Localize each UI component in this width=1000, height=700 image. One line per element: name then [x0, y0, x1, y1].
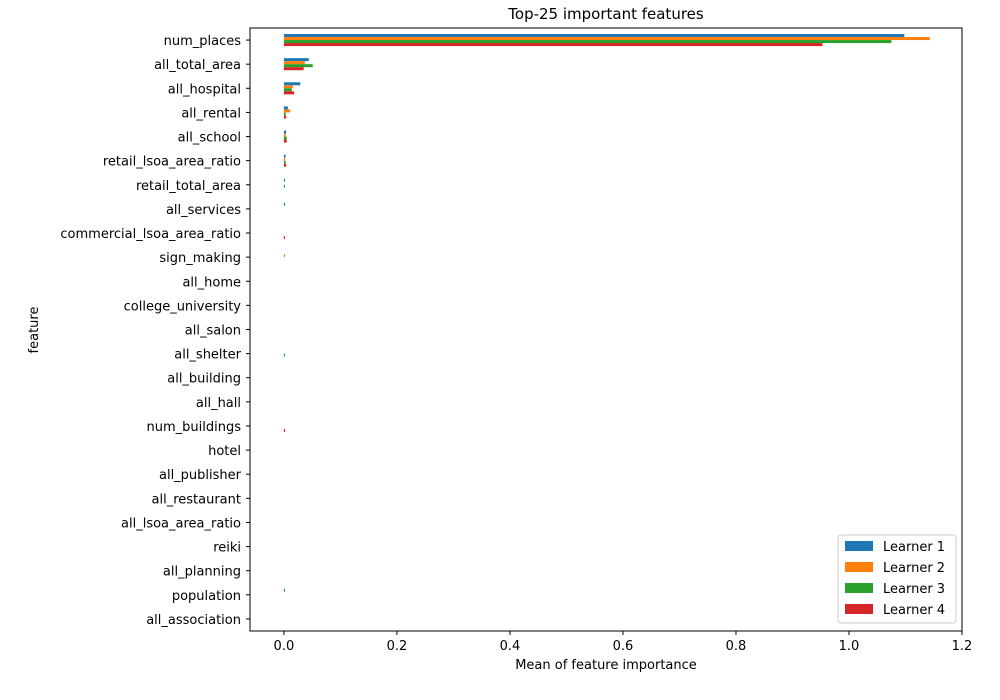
bar-all-shelter-learner-3 — [283, 353, 286, 357]
y-tick-label: commercial_lsoa_area_ratio — [60, 227, 241, 242]
y-tick-label: reiki — [213, 541, 241, 556]
bar-num-buildings-learner-4 — [283, 428, 286, 433]
x-axis: 0.0 0.2 0.4 0.6 0.8 1.0 1.2 — [274, 631, 973, 654]
bar-all-hospital-learner-3 — [283, 88, 292, 92]
bar-all-total-area-learner-2 — [283, 61, 305, 65]
bar-num-places-learner-1 — [283, 34, 905, 38]
y-tick-label: all_planning — [163, 565, 241, 580]
x-axis-label: Mean of feature importance — [515, 658, 697, 673]
bar-all-total-area-learner-3 — [283, 64, 313, 68]
legend-label-learner-4: Learner 4 — [883, 603, 945, 618]
bar-retail-lsoa-area-ratio-learner-3 — [283, 160, 286, 164]
y-tick-label: sign_making — [159, 251, 241, 266]
y-tick-label: retail_lsoa_area_ratio — [103, 155, 241, 170]
y-tick-label: all_home — [182, 275, 241, 290]
bar-all-school-learner-3 — [283, 136, 287, 140]
legend-swatch-learner-1 — [845, 541, 873, 551]
bar-all-hospital-learner-2 — [283, 85, 293, 89]
bar-num-places-learner-3 — [283, 40, 892, 44]
legend-label-learner-3: Learner 3 — [883, 582, 945, 597]
legend-label-learner-1: Learner 1 — [883, 540, 945, 555]
bar-population-learner-1 — [283, 588, 286, 592]
x-tick-label: 0.8 — [726, 639, 747, 654]
x-tick-label: 1.2 — [952, 639, 973, 654]
y-tick-label: population — [172, 589, 241, 604]
bar-all-school-learner-1 — [283, 130, 287, 134]
legend-swatch-learner-3 — [845, 583, 873, 593]
y-tick-label: all_hall — [196, 396, 241, 411]
y-tick-label: college_university — [124, 299, 242, 314]
bar-all-rental-learner-2 — [283, 109, 291, 113]
legend: Learner 1 Learner 2 Learner 3 Learner 4 — [837, 534, 957, 624]
y-tick-label: all_association — [146, 613, 241, 628]
bar-all-hospital-learner-1 — [283, 82, 301, 86]
legend-swatch-learner-2 — [845, 562, 873, 572]
y-tick-label: all_restaurant — [152, 492, 241, 507]
y-tick-label: all_total_area — [154, 58, 241, 73]
bar-sign-making-learner-2 — [283, 254, 286, 258]
y-tick-label: num_buildings — [147, 420, 242, 435]
y-tick-label: all_building — [167, 372, 241, 387]
y-tick-label: all_services — [166, 203, 241, 218]
bar-all-total-area-learner-4 — [283, 67, 304, 71]
y-tick-label: all_shelter — [174, 348, 241, 363]
bar-all-services-learner-1 — [283, 202, 286, 206]
legend-swatch-learner-4 — [845, 604, 873, 614]
bar-all-school-learner-4 — [283, 139, 287, 143]
x-tick-label: 0.2 — [387, 639, 408, 654]
y-tick-label: all_publisher — [159, 468, 242, 483]
bar-num-places-learner-2 — [283, 37, 930, 41]
bar-all-rental-learner-4 — [283, 115, 287, 119]
y-axis: num_places all_total_area all_hospital all_… — [60, 34, 250, 628]
x-tick-label: 0.0 — [274, 639, 295, 654]
y-tick-label: all_lsoa_area_ratio — [121, 516, 241, 531]
y-axis-label: feature — [27, 307, 42, 354]
x-tick-label: 1.0 — [839, 639, 860, 654]
plot-area — [283, 34, 930, 592]
y-tick-label: all_rental — [181, 106, 241, 121]
bar-all-rental-learner-3 — [283, 112, 286, 116]
y-tick-label: all_school — [178, 131, 241, 146]
bar-num-places-learner-4 — [283, 43, 823, 47]
y-tick-label: all_salon — [185, 324, 241, 339]
bar-retail-lsoa-area-ratio-learner-4 — [283, 163, 287, 167]
x-tick-label: 0.6 — [613, 639, 634, 654]
bar-all-total-area-learner-1 — [283, 58, 309, 62]
bar-commercial-lsoa-area-ratio-learner-4 — [283, 236, 286, 240]
x-tick-label: 0.4 — [500, 639, 521, 654]
bar-retail-total-area-learner-3 — [283, 184, 286, 188]
bar-all-school-learner-2 — [283, 133, 286, 137]
bar-retail-lsoa-area-ratio-learner-1 — [283, 154, 286, 158]
y-tick-label: all_hospital — [168, 82, 241, 97]
chart-title: Top-25 important features — [507, 5, 704, 23]
y-tick-label: num_places — [164, 34, 242, 49]
y-tick-label: retail_total_area — [136, 179, 241, 194]
legend-box — [837, 534, 957, 624]
bar-retail-total-area-learner-1 — [283, 178, 286, 182]
y-tick-label: hotel — [208, 444, 241, 459]
bar-all-hospital-learner-4 — [283, 91, 295, 95]
bar-retail-lsoa-area-ratio-learner-2 — [283, 157, 286, 161]
legend-label-learner-2: Learner 2 — [883, 561, 945, 576]
bar-all-rental-learner-1 — [283, 106, 288, 110]
